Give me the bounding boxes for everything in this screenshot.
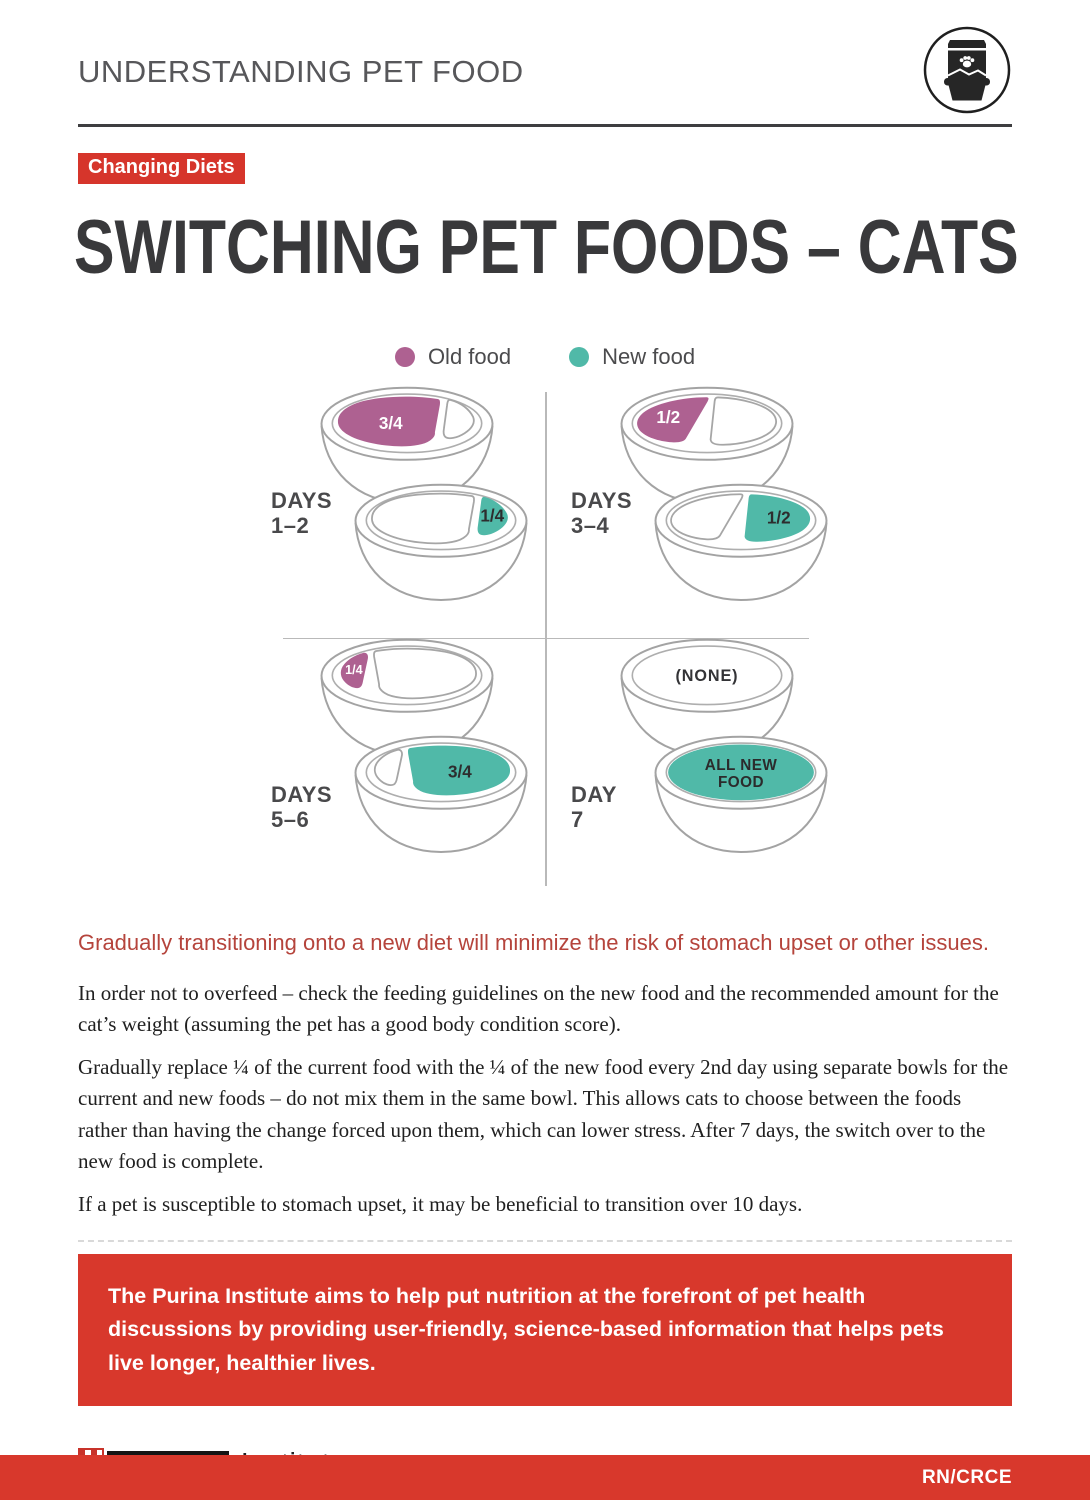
day-label: DAYS 5–6 — [271, 781, 333, 833]
legend-new-label: New food — [602, 343, 696, 369]
lead-sentence: Gradually transitioning onto a new diet … — [78, 929, 989, 955]
paragraph-3: If a pet is susceptible to stomach upset… — [78, 1191, 803, 1216]
banner-top-divider — [78, 1240, 1012, 1242]
page-title: SWITCHING PET FOODS – CATS — [74, 204, 1019, 290]
legend-old-label: Old food — [427, 343, 512, 369]
legend-item-new-food: New food — [569, 344, 695, 370]
portion-label-old: 1/2 — [656, 407, 680, 426]
portion-label-all-new-1: ALL NEW — [705, 757, 778, 774]
pet-food-icon — [922, 25, 1012, 120]
header-divider — [78, 124, 1012, 127]
page-header-title: UNDERSTANDING PET FOOD — [78, 54, 524, 89]
day-label: DAY 7 — [571, 781, 617, 833]
header: UNDERSTANDING PET FOOD — [78, 26, 1012, 118]
paragraph-1: In order not to overfeed – check the fee… — [78, 980, 999, 1037]
legend-item-old-food: Old food — [394, 343, 512, 370]
portion-label-new: 1/4 — [480, 506, 504, 525]
portion-label-all-new-2: FOOD — [718, 774, 764, 791]
quadrant-day-7: DAY 7 (NONE) ALL NEW FOOD — [545, 638, 845, 890]
paragraph-2: Gradually replace ¼ of the current food … — [78, 1054, 1009, 1174]
bowls-days-3-4: 1/2 1/2 — [620, 386, 828, 601]
bowls-days-1-2: 3/4 1/4 — [320, 386, 528, 601]
quadrant-days-1-2: DAYS 1–2 3/4 1/4 — [245, 386, 545, 638]
portion-label-old: 3/4 — [379, 414, 403, 433]
footer-bar: RN/CRCE — [0, 1455, 1090, 1500]
portion-label-none: (NONE) — [676, 667, 739, 685]
purina-institute-banner: The Purina Institute aims to help put nu… — [78, 1254, 1012, 1406]
bowls-day-7: (NONE) ALL NEW FOOD — [620, 638, 828, 853]
feeding-schedule-diagram: DAYS 1–2 3/4 1/4 D — [245, 386, 845, 890]
new-food-dot-icon — [569, 346, 590, 367]
diagram-horizontal-divider — [283, 637, 809, 639]
day-label: DAYS 3–4 — [571, 487, 633, 539]
old-food-dot-icon — [394, 346, 415, 367]
quadrant-days-5-6: DAYS 5–6 1/4 3/4 — [245, 638, 545, 890]
bowls-days-5-6: 1/4 3/4 — [320, 638, 528, 853]
footer-code: RN/CRCE — [921, 1466, 1012, 1488]
portion-label-new: 1/2 — [767, 508, 791, 527]
day-label: DAYS 1–2 — [271, 487, 333, 539]
portion-label-new: 3/4 — [448, 762, 472, 781]
quadrant-days-3-4: DAYS 3–4 1/2 1/2 — [545, 386, 845, 638]
changing-diets-badge: Changing Diets — [78, 152, 245, 184]
legend: Old food New food — [0, 344, 1090, 370]
portion-label-old: 1/4 — [345, 663, 363, 677]
